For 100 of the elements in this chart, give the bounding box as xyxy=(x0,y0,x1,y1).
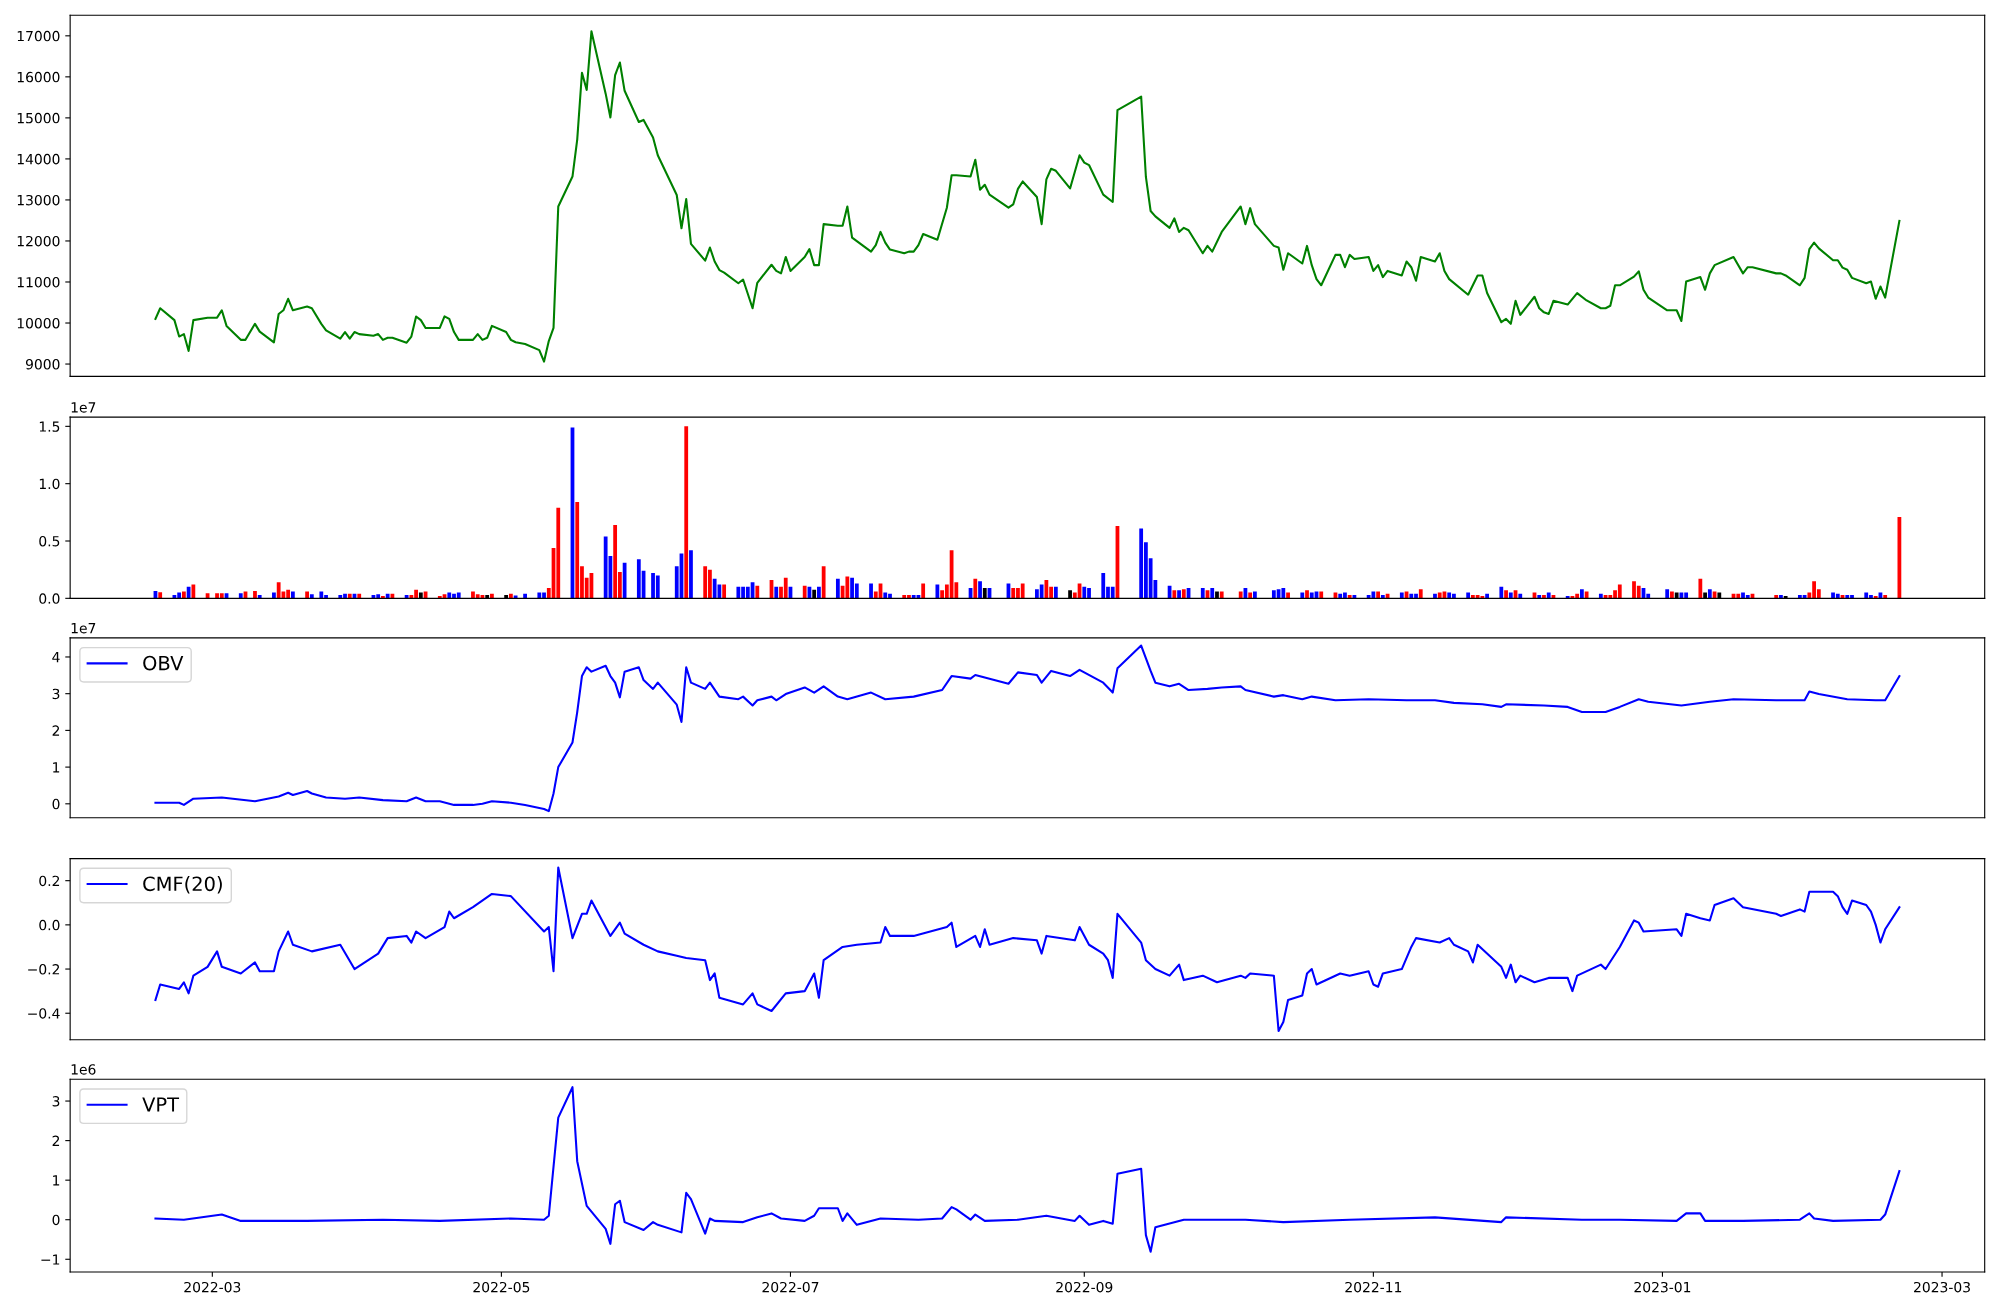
bar xyxy=(1897,516,1902,599)
bar xyxy=(603,536,608,599)
bar xyxy=(1200,588,1205,599)
bar xyxy=(1139,528,1144,599)
bar xyxy=(1281,588,1286,599)
y-tick-label: −0.4 xyxy=(28,1008,60,1019)
bar xyxy=(1447,592,1452,599)
bar xyxy=(1347,594,1352,599)
bar xyxy=(338,594,343,599)
bar xyxy=(447,592,452,599)
bar xyxy=(1546,592,1551,599)
bar xyxy=(835,578,840,599)
bar xyxy=(257,594,262,599)
bar xyxy=(1248,592,1253,599)
bar xyxy=(1300,592,1305,599)
y-tick-label: 0.0 xyxy=(39,593,60,604)
y-tick-label: 3 xyxy=(52,1096,60,1107)
bar xyxy=(575,502,580,599)
bar xyxy=(802,585,807,599)
bar xyxy=(177,592,182,599)
bar xyxy=(1371,591,1376,599)
bar xyxy=(1575,593,1580,599)
x-tick-label: 2023-01 xyxy=(1634,1281,1691,1293)
bar xyxy=(1011,588,1016,599)
bar xyxy=(1542,594,1546,599)
bar xyxy=(689,550,693,599)
bar xyxy=(902,594,907,599)
bar xyxy=(1736,593,1741,599)
bar xyxy=(1177,590,1181,599)
bar xyxy=(1309,592,1314,599)
bar xyxy=(1338,593,1343,599)
bar xyxy=(911,594,916,599)
legend-label: VPT xyxy=(142,1097,180,1112)
bar xyxy=(1399,592,1404,599)
bar xyxy=(385,593,390,599)
bar xyxy=(1518,593,1523,599)
bar xyxy=(1617,584,1622,599)
bar xyxy=(783,577,788,599)
bar xyxy=(1044,579,1049,599)
bar xyxy=(1286,592,1290,599)
x-tick-label: 2022-03 xyxy=(184,1281,241,1293)
bar xyxy=(935,584,940,599)
bar xyxy=(1774,594,1779,599)
text: 1e7 xyxy=(71,623,96,634)
bar xyxy=(1745,594,1750,599)
bar xyxy=(1319,591,1324,599)
bar xyxy=(722,584,727,599)
bar xyxy=(703,566,708,599)
y-tick-label: 1.5 xyxy=(39,421,60,432)
bar xyxy=(1380,594,1385,599)
bar xyxy=(921,583,926,599)
bar xyxy=(1537,594,1542,599)
bar xyxy=(376,594,381,599)
y-tick-label: 2 xyxy=(52,1135,60,1146)
bar xyxy=(1698,578,1703,599)
y-tick-label: 1 xyxy=(53,1175,60,1186)
bar xyxy=(1475,594,1480,599)
bar xyxy=(319,591,324,599)
bar xyxy=(1670,591,1674,599)
y-tick-label: 9000 xyxy=(25,359,60,370)
bar xyxy=(475,594,480,599)
bar xyxy=(1665,589,1670,599)
bar xyxy=(1082,586,1087,599)
bar xyxy=(655,575,660,599)
bar xyxy=(755,585,760,599)
y-tick-label: 3 xyxy=(52,688,60,700)
bar xyxy=(309,594,314,599)
legend-label: OBV xyxy=(143,655,184,671)
bar xyxy=(191,584,196,599)
y-tick-label: 0.2 xyxy=(39,875,60,887)
bar xyxy=(1499,586,1504,599)
y-tick-label: −0.2 xyxy=(28,964,60,975)
bar xyxy=(219,593,224,599)
bar xyxy=(613,524,618,599)
bar xyxy=(305,591,309,599)
bar xyxy=(186,586,191,599)
bar xyxy=(1219,591,1224,599)
bar xyxy=(1883,594,1888,599)
bar xyxy=(181,591,186,599)
bar xyxy=(1779,594,1783,599)
bar xyxy=(276,582,281,599)
bar xyxy=(1376,591,1380,599)
bar xyxy=(1253,591,1257,599)
bar xyxy=(1271,590,1276,599)
y-tick-label: 16000 xyxy=(17,71,60,83)
bar xyxy=(1172,590,1177,599)
bar xyxy=(537,592,542,599)
y-tick-label: 17000 xyxy=(17,30,60,42)
y-tick-label: 0.5 xyxy=(39,535,60,547)
bar xyxy=(1238,591,1243,599)
x-tick-label: 2022-07 xyxy=(762,1281,819,1293)
y-tick-label: 2 xyxy=(52,725,60,736)
text: 1e7 xyxy=(71,402,96,413)
y-tick-label: 10000 xyxy=(17,317,60,329)
bar xyxy=(978,581,982,599)
bar xyxy=(684,426,689,599)
y-tick-label: 1 xyxy=(53,762,60,773)
x-tick-label: 2022-05 xyxy=(473,1281,530,1293)
bar xyxy=(1598,593,1603,599)
bar xyxy=(490,593,494,599)
